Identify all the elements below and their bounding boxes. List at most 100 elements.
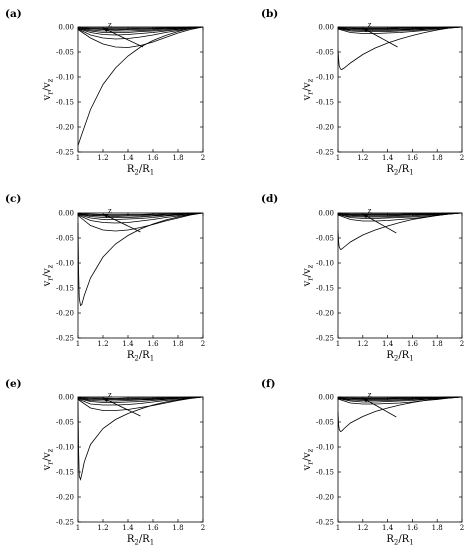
series-line bbox=[337, 26, 462, 29]
x-label-subscript: 1 bbox=[409, 169, 413, 177]
y-axis-label: vr/vz bbox=[302, 78, 315, 101]
y-label-part: /v bbox=[302, 82, 313, 91]
y-label-subscript: r bbox=[47, 461, 55, 465]
series-line bbox=[77, 26, 204, 40]
y-tick-label: -0.10 bbox=[316, 74, 334, 82]
x-tick-label: 2 bbox=[201, 154, 205, 162]
y-label-subscript: r bbox=[307, 461, 315, 465]
series-line bbox=[337, 396, 463, 432]
y-tick-label: -0.10 bbox=[316, 444, 334, 452]
y-tick-label: -0.15 bbox=[56, 285, 74, 293]
arrow-line bbox=[362, 27, 398, 48]
y-tick-label: -0.20 bbox=[316, 310, 334, 318]
y-axis-label: vr/vz bbox=[302, 448, 315, 471]
arrow-line bbox=[362, 397, 397, 418]
y-tick-label: -0.15 bbox=[56, 99, 74, 107]
y-tick-label: -0.20 bbox=[56, 310, 74, 318]
series-line bbox=[337, 212, 463, 216]
x-tick-label: 1.4 bbox=[382, 340, 394, 348]
y-tick-label: 0.00 bbox=[318, 210, 334, 218]
x-tick-label: 2 bbox=[201, 524, 205, 532]
y-tick-label: 0.00 bbox=[318, 394, 334, 402]
x-tick-label: 1.8 bbox=[172, 340, 183, 348]
y-label-part: v bbox=[302, 94, 313, 101]
arrow-line bbox=[102, 27, 144, 48]
x-label-part: R bbox=[127, 164, 135, 175]
y-axis-label: vr/vz bbox=[302, 264, 315, 287]
x-tick-label: 1.4 bbox=[382, 524, 394, 532]
plot-frame bbox=[337, 26, 463, 153]
x-tick-label: 1.6 bbox=[147, 340, 159, 348]
y-tick-label: -0.05 bbox=[316, 235, 334, 243]
arrow-line bbox=[362, 213, 397, 234]
arrow-head bbox=[103, 398, 109, 403]
x-label-subscript: 2 bbox=[134, 169, 138, 177]
y-tick-label: -0.25 bbox=[56, 335, 74, 343]
series-line bbox=[337, 26, 463, 34]
plot-frame bbox=[77, 396, 204, 523]
series-line bbox=[77, 396, 204, 481]
x-axis-label: R2/R1 bbox=[386, 164, 413, 177]
x-label-part: /R bbox=[398, 164, 409, 175]
y-tick-label: -0.20 bbox=[316, 494, 334, 502]
y-tick-label: -0.10 bbox=[56, 444, 74, 452]
y-label-part: v bbox=[42, 280, 53, 287]
x-label-subscript: 1 bbox=[409, 539, 413, 547]
y-label-subscript: r bbox=[307, 91, 315, 95]
plot-frame bbox=[337, 396, 463, 523]
series-line bbox=[77, 212, 204, 307]
series-line bbox=[337, 212, 462, 215]
x-axis-label: R2/R1 bbox=[386, 534, 413, 547]
y-tick-label: 0.00 bbox=[58, 24, 74, 32]
series-line bbox=[337, 26, 463, 70]
y-label-subscript: z bbox=[47, 264, 55, 268]
x-axis-label: R2/R1 bbox=[127, 164, 154, 177]
chart-panel: (e)0.00-0.05-0.10-0.15-0.20-0.251 1.2 1.4 1… bbox=[5, 378, 205, 547]
y-tick-label: 0.00 bbox=[318, 24, 334, 32]
y-label-subscript: r bbox=[307, 277, 315, 281]
x-label-subscript: 2 bbox=[394, 355, 398, 363]
x-label-subscript: 2 bbox=[394, 169, 398, 177]
chart-panel: (a)0.00-0.05-0.10-0.15-0.20-0.251 1.2 1.4 1… bbox=[5, 8, 205, 177]
plot-frame bbox=[77, 26, 204, 153]
x-label-subscript: 2 bbox=[134, 539, 138, 547]
y-tick-label: -0.10 bbox=[56, 74, 74, 82]
y-tick-label: 0.00 bbox=[58, 394, 74, 402]
arrow-annotation: z bbox=[368, 391, 372, 399]
x-tick-label: 1.6 bbox=[147, 524, 159, 532]
series-line bbox=[337, 212, 463, 219]
panel-label: (c) bbox=[5, 193, 21, 205]
panel-label: (e) bbox=[5, 378, 22, 390]
arrow-head bbox=[103, 214, 109, 219]
x-label-subscript: 1 bbox=[150, 539, 154, 547]
series-line bbox=[77, 26, 204, 33]
arrow-annotation: z bbox=[368, 21, 372, 29]
y-tick-label: -0.10 bbox=[56, 260, 74, 268]
y-tick-label: -0.25 bbox=[56, 149, 74, 157]
y-tick-label: -0.20 bbox=[56, 494, 74, 502]
arrow-head bbox=[362, 398, 369, 403]
chart-panel: (f)0.00-0.05-0.10-0.15-0.20-0.251 1.2 1.4 1… bbox=[261, 378, 464, 547]
y-tick-label: -0.05 bbox=[316, 49, 334, 57]
x-tick-label: 1.2 bbox=[357, 340, 368, 348]
y-label-part: /v bbox=[42, 82, 53, 91]
x-tick-label: 1.2 bbox=[357, 524, 368, 532]
y-label-part: /v bbox=[42, 452, 53, 461]
series-line bbox=[77, 212, 204, 220]
y-label-subscript: z bbox=[307, 448, 315, 452]
y-label-part: v bbox=[42, 94, 53, 101]
y-tick-label: -0.25 bbox=[316, 519, 334, 527]
x-tick-label: 1 bbox=[76, 154, 80, 162]
y-label-subscript: z bbox=[47, 448, 55, 452]
x-tick-label: 1 bbox=[76, 340, 80, 348]
x-label-subscript: 1 bbox=[409, 355, 413, 363]
x-tick-label: 1.2 bbox=[97, 340, 108, 348]
x-tick-label: 1 bbox=[336, 340, 340, 348]
series-line bbox=[77, 26, 203, 29]
y-label-part: v bbox=[302, 464, 313, 471]
series-line bbox=[77, 396, 204, 406]
y-tick-label: -0.05 bbox=[56, 49, 74, 57]
x-tick-label: 1.6 bbox=[407, 154, 419, 162]
x-label-part: /R bbox=[139, 534, 150, 545]
